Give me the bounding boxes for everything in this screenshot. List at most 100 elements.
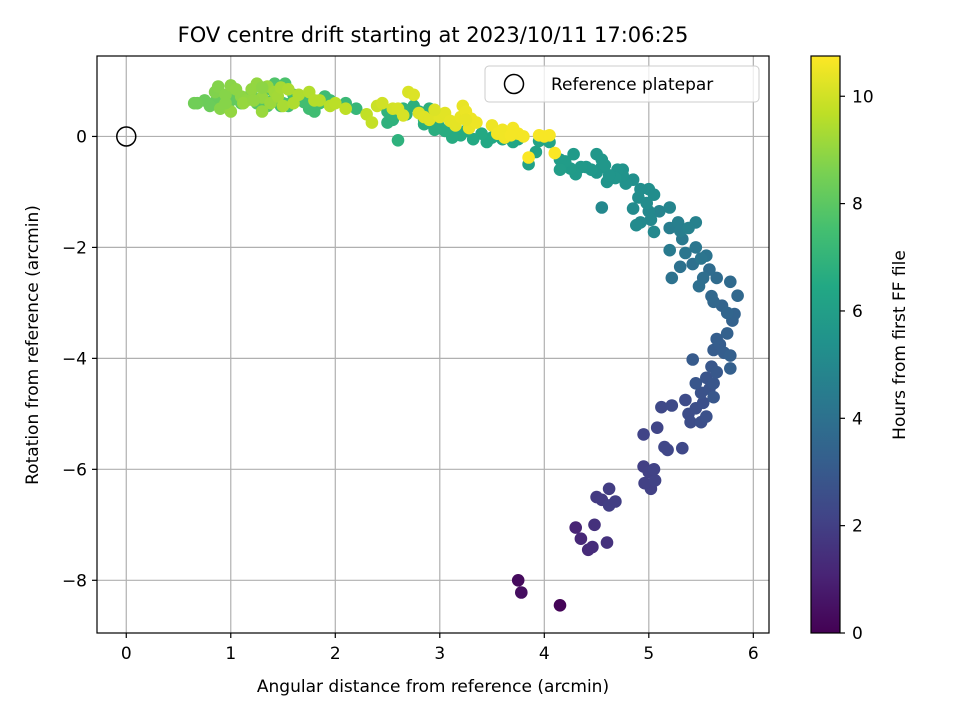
data-point	[569, 521, 582, 534]
colorbar-tick-label: 6	[852, 302, 863, 322]
data-point	[676, 441, 689, 455]
data-point	[731, 289, 744, 303]
data-point	[543, 129, 556, 142]
data-point	[598, 159, 612, 172]
data-point	[665, 271, 679, 285]
data-point	[219, 96, 232, 110]
data-point	[187, 96, 201, 110]
data-point	[694, 252, 708, 265]
data-point	[638, 476, 651, 490]
data-point	[710, 332, 723, 346]
grid	[97, 56, 769, 633]
reference-platepar-marker	[116, 126, 137, 147]
data-point	[661, 443, 674, 457]
colorbar-label: Hours from first FF file	[890, 250, 910, 440]
data-point	[329, 96, 342, 110]
data-point	[391, 134, 405, 147]
data-point	[276, 99, 290, 113]
data-point	[602, 169, 616, 182]
data-point	[720, 306, 734, 320]
colorbar-tick-label: 4	[852, 409, 863, 429]
data-point	[630, 218, 643, 232]
data-point	[466, 132, 480, 146]
data-point	[574, 532, 588, 545]
colorbar: 0 2 4 6 8 10 Hours from first FF file	[810, 55, 910, 644]
data-point	[720, 327, 734, 340]
data-point	[696, 396, 710, 410]
legend-box	[484, 65, 760, 103]
data-point	[648, 474, 662, 487]
data-point	[682, 221, 695, 235]
data-point	[428, 103, 441, 117]
x-tick-label: 2	[330, 644, 341, 664]
legend: Reference platepar	[484, 65, 760, 103]
data-point	[700, 410, 713, 423]
scatter-points	[187, 77, 744, 612]
colorbar-frame	[810, 55, 841, 634]
data-point	[673, 260, 687, 274]
data-point	[602, 482, 616, 496]
data-point	[255, 105, 269, 118]
data-point	[517, 130, 530, 143]
data-point	[553, 163, 567, 176]
data-point	[724, 362, 737, 375]
data-point	[376, 96, 389, 110]
data-point	[663, 243, 676, 257]
data-point	[650, 421, 664, 435]
data-point	[724, 349, 737, 362]
y-tick-label: −8	[62, 571, 87, 591]
plot-frame	[96, 55, 770, 634]
data-point	[710, 365, 723, 379]
data-point	[423, 113, 436, 127]
data-point	[511, 574, 525, 587]
data-point	[247, 94, 261, 107]
data-point	[308, 105, 321, 118]
data-point	[663, 201, 676, 214]
data-point	[349, 102, 363, 115]
y-tick-label: −6	[62, 460, 87, 480]
colorbar-ticks: 0 2 4 6 8 10	[840, 87, 874, 644]
data-point	[282, 83, 295, 96]
colorbar-tick-label: 0	[852, 624, 863, 644]
data-point	[292, 88, 306, 102]
data-point	[553, 599, 567, 612]
y-axis-label: Rotation from reference (arcmin)	[23, 205, 43, 485]
data-point	[407, 88, 421, 102]
data-point	[634, 182, 647, 196]
data-point	[459, 113, 473, 127]
data-point	[724, 275, 737, 289]
data-point	[365, 116, 379, 129]
data-point	[595, 201, 609, 214]
data-point	[237, 96, 250, 110]
data-point	[689, 377, 703, 390]
data-point	[586, 540, 599, 554]
x-tick-label: 3	[434, 644, 445, 664]
data-point	[515, 586, 528, 599]
data-point	[689, 241, 703, 254]
colorbar-tick-label: 10	[852, 87, 874, 107]
data-point	[548, 146, 562, 160]
x-axis-ticks: 0 1 2 3 4 5 6	[121, 633, 759, 664]
data-point	[470, 116, 483, 129]
colorbar-tick-label: 2	[852, 517, 863, 537]
data-point	[710, 271, 723, 285]
x-tick-label: 4	[539, 644, 550, 664]
data-point	[522, 151, 535, 164]
x-tick-label: 1	[225, 644, 236, 664]
data-point	[255, 81, 269, 94]
data-point	[644, 213, 658, 226]
data-point	[211, 80, 225, 93]
data-point	[707, 377, 720, 390]
data-point	[665, 399, 679, 412]
data-point	[707, 390, 720, 404]
colorbar-tick-label: 8	[852, 195, 863, 215]
data-point	[504, 129, 518, 142]
data-point	[653, 205, 666, 218]
reference-platepar-point	[116, 126, 137, 147]
data-point	[588, 518, 601, 532]
data-point	[626, 202, 640, 215]
y-tick-label: −2	[62, 238, 87, 258]
data-point	[647, 463, 661, 476]
x-axis-label: Angular distance from reference (arcmin)	[257, 677, 609, 697]
